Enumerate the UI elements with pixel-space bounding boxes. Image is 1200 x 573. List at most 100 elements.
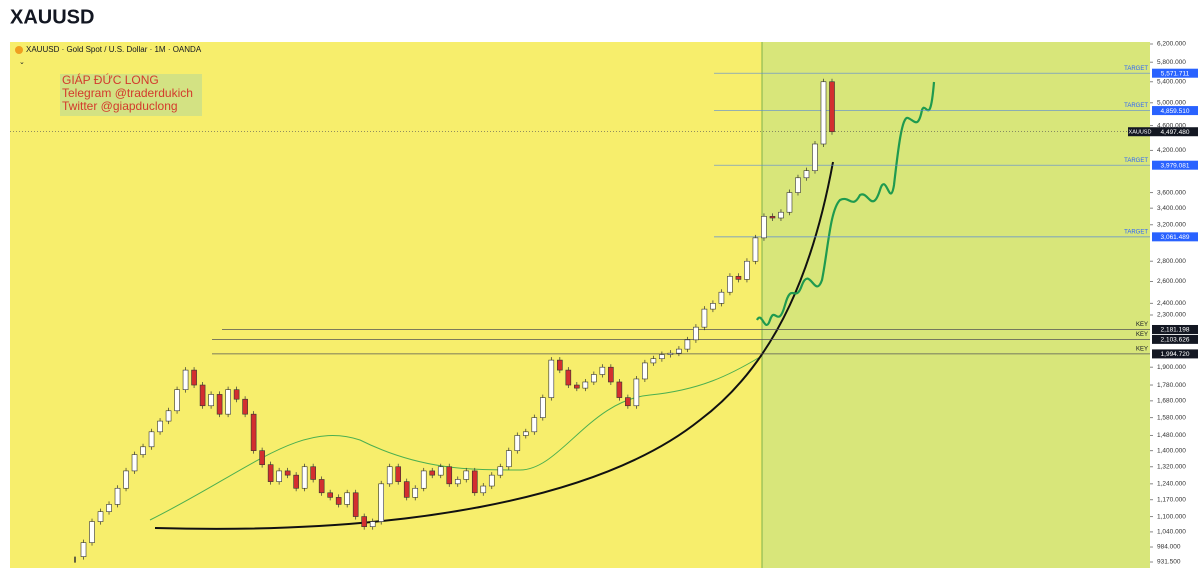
current-name-badge: [1128, 127, 1152, 137]
candle-body: [812, 143, 818, 171]
candle-body: [522, 431, 529, 436]
candle-body: [165, 410, 172, 422]
level-name: TARGET: [1124, 158, 1148, 164]
candle-body: [505, 450, 512, 468]
candle-body: [106, 504, 112, 512]
candle-body: [642, 362, 648, 380]
page-title: XAUUSD: [10, 6, 94, 28]
projection-zone: [762, 42, 1150, 568]
level-badge: [1152, 68, 1198, 78]
candle-body: [310, 466, 316, 480]
y-tick-label: 1,170.000: [1157, 496, 1186, 503]
candle-body: [318, 479, 325, 494]
level-value: 1,994.720: [1161, 351, 1190, 358]
candle-body: [761, 216, 767, 239]
level-name: KEY: [1136, 346, 1148, 352]
candle-body: [454, 479, 461, 485]
level-value: 3,061.489: [1161, 234, 1190, 241]
candle-body: [369, 521, 376, 527]
candle-body: [327, 492, 333, 498]
candle-body: [131, 454, 138, 472]
candle-body: [497, 466, 504, 476]
level-name: KEY: [1136, 322, 1148, 328]
y-tick-label: 2,400.000: [1157, 300, 1186, 307]
projection-path: [756, 81, 936, 327]
candle-body: [259, 450, 265, 465]
candle-body: [157, 420, 163, 433]
level-name: TARGET: [1124, 103, 1148, 109]
candle-body: [471, 470, 478, 494]
y-tick-label: 931.500: [1157, 559, 1181, 566]
candle-body: [412, 487, 419, 498]
candle-body: [208, 394, 214, 407]
candle-body: [216, 394, 223, 415]
watermark-line: Telegram @traderdukich: [62, 86, 193, 100]
watermark-line: GIÁP ĐỨC LONG: [62, 72, 159, 87]
candle-body: [557, 359, 563, 371]
current-name: XAUUSD: [1129, 130, 1152, 136]
level-badge: [1152, 334, 1198, 344]
candle-body: [599, 366, 606, 375]
y-tick-label: 5,800.000: [1157, 59, 1186, 66]
y-tick-label: 1,580.000: [1157, 414, 1186, 421]
candle-body: [148, 431, 155, 448]
level-badge: [1152, 232, 1198, 242]
y-tick-label: 1,040.000: [1157, 529, 1186, 536]
candle-body: [735, 275, 742, 280]
moving-average: [149, 356, 761, 521]
y-tick-label: 984.000: [1157, 544, 1181, 551]
candle-body: [386, 466, 393, 485]
collapse-icon[interactable]: ⌄: [19, 59, 25, 66]
y-tick-label: 3,600.000: [1157, 189, 1186, 196]
y-tick-label: 1,100.000: [1157, 513, 1186, 520]
candle-body: [540, 397, 546, 418]
candle-body: [429, 470, 436, 476]
y-tick-label: 1,780.000: [1157, 382, 1186, 389]
y-tick-label: 1,320.000: [1157, 463, 1186, 470]
candle-body: [242, 398, 248, 415]
candle-body: [199, 384, 206, 407]
level-name: TARGET: [1124, 229, 1148, 235]
candle-body: [488, 474, 495, 487]
y-tick-label: 4,200.000: [1157, 147, 1186, 154]
y-tick-label: 3,200.000: [1157, 221, 1186, 228]
candle-body: [97, 511, 104, 522]
candle-body: [480, 485, 487, 494]
candle-body: [676, 348, 682, 354]
candle-body: [795, 177, 801, 193]
candle-body: [446, 466, 453, 485]
y-tick-label: 1,400.000: [1157, 447, 1186, 454]
candle-body: [684, 339, 691, 350]
y-tick-label: 1,900.000: [1157, 364, 1186, 371]
candle-body: [191, 369, 197, 386]
candle-body: [463, 470, 470, 480]
candle-body: [744, 260, 750, 280]
y-tick-label: 5,000.000: [1157, 100, 1186, 107]
candle-body: [591, 374, 597, 383]
candle-body: [548, 359, 555, 398]
candle-body: [89, 521, 95, 543]
candle-body: [225, 389, 231, 415]
y-tick-label: 4,600.000: [1157, 122, 1186, 129]
candle-body: [123, 470, 129, 489]
candle-body: [378, 483, 385, 522]
candle-body: [250, 413, 257, 451]
candle-body: [616, 381, 623, 398]
y-tick-label: 5,400.000: [1157, 78, 1186, 85]
candle-body: [829, 81, 835, 133]
level-value: 4,859.510: [1161, 108, 1190, 115]
candle-body: [267, 464, 274, 482]
candle-body: [352, 492, 359, 517]
candle-body: [752, 237, 759, 262]
candle-body: [701, 308, 708, 328]
candle-body: [633, 378, 640, 407]
candle-body: [420, 470, 427, 489]
candle-body: [344, 492, 350, 505]
candle-body: [335, 497, 342, 505]
level-value: 3,979.081: [1161, 162, 1190, 169]
candle-body: [174, 389, 180, 412]
current-price: 4,497.480: [1161, 129, 1190, 136]
y-tick-label: 1,480.000: [1157, 432, 1186, 439]
candle-body: [710, 303, 716, 310]
